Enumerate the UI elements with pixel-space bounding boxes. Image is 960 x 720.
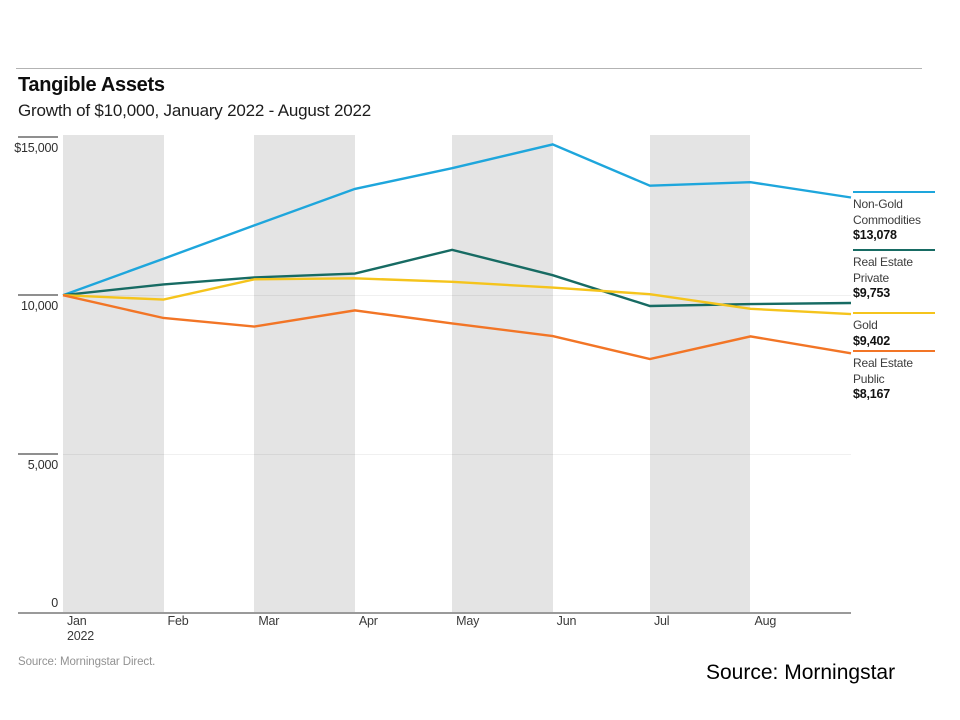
y-tick-5000	[18, 452, 58, 455]
gridline-10000	[63, 295, 851, 297]
y-tick-label-5000: 5,000	[27, 457, 58, 472]
legend-series-value: $13,078	[853, 228, 897, 242]
chart-subtitle: Growth of $10,000, January 2022 - August…	[18, 101, 371, 120]
legend-series-name: Real Estate	[853, 356, 913, 370]
legend-entry-gold: Gold $9,402	[853, 311, 937, 350]
legend-entry-real-estate-private: Real Estate Private $9,753	[853, 248, 937, 302]
legend-series-name: Gold	[853, 318, 878, 332]
legend-color-line	[853, 349, 935, 352]
x-axis-baseline	[18, 611, 851, 614]
x-tick-sublabel-2022: 2022	[67, 629, 95, 643]
x-tick-label-mar: Mar	[258, 614, 280, 628]
x-tick-label-jul: Jul	[653, 614, 670, 628]
header-divider	[16, 68, 922, 69]
source-note: Source: Morningstar Direct.	[18, 656, 156, 668]
shaded-month-band-jul	[649, 134, 751, 613]
legend-series-name: Public	[853, 371, 885, 386]
slide-source-caption: Source: Morningstar	[706, 661, 896, 684]
legend-series-name: Real Estate	[853, 255, 913, 269]
y-tick-15000	[18, 135, 58, 138]
x-tick-label-aug: Aug	[754, 614, 777, 628]
shaded-month-band-may	[452, 134, 553, 613]
legend-series-value: $9,402	[853, 333, 891, 348]
legend-series-value: $8,167	[853, 387, 891, 401]
legend-color-line	[853, 248, 935, 251]
y-tick-label-10000: 10,000	[20, 299, 58, 314]
x-tick-label-may: May	[456, 614, 480, 628]
gridline-5000	[63, 453, 851, 455]
x-tick-label-jan: Jan	[67, 614, 87, 628]
legend-color-line	[853, 311, 935, 314]
legend-entry-real-estate-public: Real Estate Public $8,167	[853, 349, 937, 403]
legend-series-name: Commodities	[853, 212, 921, 227]
y-tick-label-15000: $15,000	[14, 140, 58, 155]
legend-color-line	[853, 190, 935, 193]
x-tick-label-jun: Jun	[556, 614, 577, 628]
shaded-month-band-mar	[254, 134, 355, 613]
x-tick-label-feb: Feb	[167, 614, 189, 628]
legend-entry-non-gold-commodities: Non-Gold Commodities $13,078	[853, 190, 937, 244]
x-tick-label-apr: Apr	[358, 614, 378, 628]
legend-series-name: Private	[853, 270, 889, 285]
y-tick-10000	[18, 294, 58, 297]
shaded-month-band-jan	[63, 134, 164, 613]
legend-series-name: Non-Gold	[853, 197, 903, 211]
legend-series-value: $9,753	[853, 286, 891, 300]
chart-title: Tangible Assets	[18, 74, 165, 96]
y-tick-label-0: 0	[51, 595, 58, 610]
